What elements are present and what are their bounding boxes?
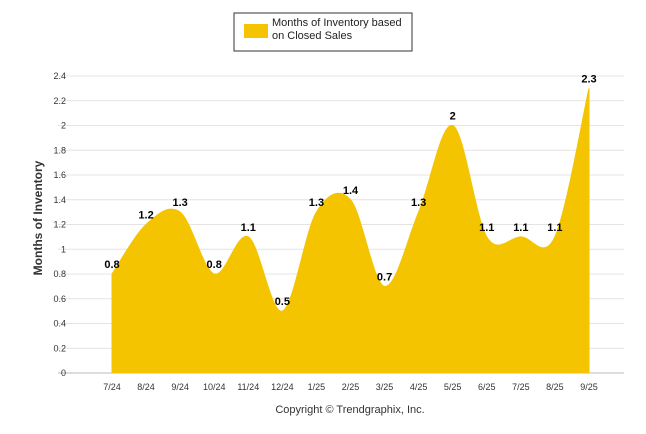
legend-label-line-1: Months of Inventory based <box>272 17 402 29</box>
x-tick-label: 7/25 <box>512 382 530 392</box>
x-axis: 7/24 8/24 9/24 10/24 11/24 12/24 1/25 2/25 3/25 4… <box>103 382 598 392</box>
y-tick-label: 0.6 <box>53 294 66 304</box>
y-tick-label: 0.2 <box>53 343 66 353</box>
y-tick-label: 2.4 <box>53 71 66 81</box>
data-label: 1.3 <box>309 197 324 209</box>
legend-label-line-2: on Closed Sales <box>272 30 353 42</box>
x-tick-label: 8/25 <box>546 382 564 392</box>
x-tick-label: 4/25 <box>410 382 428 392</box>
y-axis-title: Months of Inventory <box>31 160 45 275</box>
x-tick-label: 7/24 <box>103 382 121 392</box>
y-tick-label: 2 <box>61 121 66 131</box>
x-tick-label: 3/25 <box>376 382 394 392</box>
data-label: 1.4 <box>343 185 359 197</box>
data-label: 0.8 <box>104 259 119 271</box>
x-tick-label: 5/25 <box>444 382 462 392</box>
x-tick-label: 2/25 <box>342 382 360 392</box>
y-tick-label: 0.4 <box>53 319 66 329</box>
legend-swatch <box>244 24 268 38</box>
y-tick-label: 1.2 <box>53 220 66 230</box>
legend: Months of Inventory based on Closed Sale… <box>233 12 413 52</box>
data-label: 1.1 <box>479 222 494 234</box>
x-tick-label: 9/25 <box>580 382 598 392</box>
data-label: 2.3 <box>581 73 596 85</box>
data-label: 0.8 <box>207 259 222 271</box>
data-label: 0.5 <box>275 296 290 308</box>
data-label: 1.1 <box>241 222 256 234</box>
x-tick-label: 1/25 <box>308 382 326 392</box>
data-label: 1.3 <box>411 197 426 209</box>
y-axis: 0 0.2 0.4 0.6 0.8 1 1.2 1.4 1.6 1.8 2 2.2 2.4 <box>53 71 66 378</box>
y-tick-label: 1.8 <box>53 145 66 155</box>
y-tick-label: 0 <box>61 368 66 378</box>
data-label: 1.1 <box>513 222 528 234</box>
x-tick-label: 11/24 <box>237 382 259 392</box>
y-tick-label: 0.8 <box>53 269 66 279</box>
x-tick-label: 6/25 <box>478 382 496 392</box>
x-tick-label: 12/24 <box>271 382 294 392</box>
area-series <box>111 88 590 374</box>
data-label: 1.2 <box>138 210 153 222</box>
y-tick-label: 1.6 <box>53 170 66 180</box>
y-tick-label: 1.4 <box>53 195 66 205</box>
data-label: 1.3 <box>172 197 187 209</box>
y-tick-label: 1 <box>61 244 66 254</box>
data-label: 1.1 <box>547 222 562 234</box>
area-fill <box>111 88 590 374</box>
x-tick-label: 9/24 <box>171 382 189 392</box>
copyright-footer: Copyright © Trendgraphix, Inc. <box>275 404 424 416</box>
data-label: 0.7 <box>377 271 392 283</box>
x-tick-label: 8/24 <box>137 382 155 392</box>
data-label: 2 <box>450 111 456 123</box>
x-tick-label: 10/24 <box>203 382 226 392</box>
data-labels: 0.8 1.2 1.3 0.8 1.1 0.5 1.3 1.4 0.7 1.3 2 1.1 1.1 1.1… <box>104 73 596 308</box>
y-tick-label: 2.2 <box>53 96 66 106</box>
